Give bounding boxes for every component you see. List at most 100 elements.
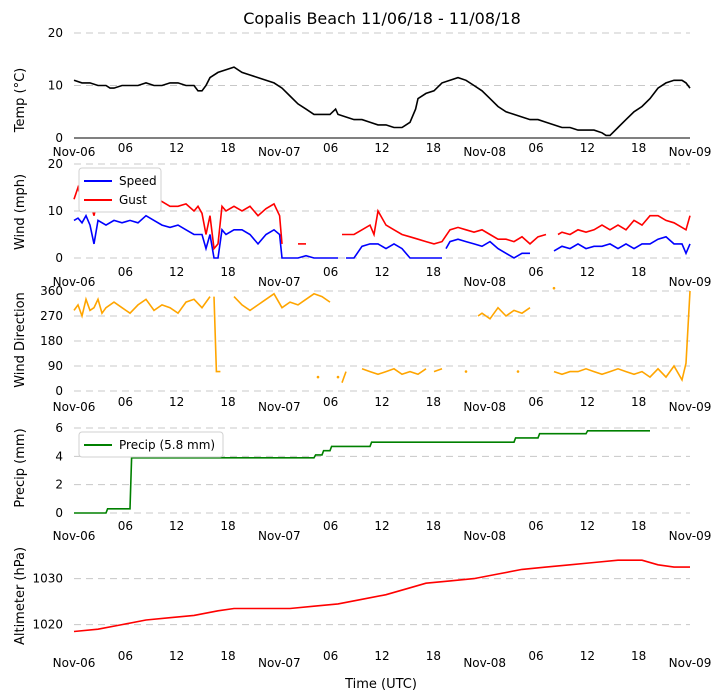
x-tick-label-wind: Nov-08 — [463, 275, 506, 289]
x-tick-label-alt: 18 — [220, 649, 235, 663]
x-tick-label-wind: Nov-06 — [53, 275, 96, 289]
x-tick-label-dir: Nov-06 — [53, 400, 96, 414]
x-tick-label-alt: Nov-06 — [53, 656, 96, 670]
x-tick-label-dir: Nov-08 — [463, 400, 506, 414]
x-tick-label-wind: 18 — [631, 265, 646, 279]
x-tick-label-temp: 12 — [374, 141, 389, 155]
series-line-dir-direction — [73, 296, 211, 319]
x-tick-label-precip: 18 — [220, 519, 235, 533]
x-tick-label-precip: Nov-06 — [53, 529, 96, 543]
series-line-dir-direction — [341, 371, 347, 383]
y-tick-label-wind: 10 — [48, 204, 63, 218]
x-tick-label-dir: 12 — [169, 395, 184, 409]
x-tick-label-alt: 12 — [374, 649, 389, 663]
x-tick-label-temp: 12 — [580, 141, 595, 155]
series-line-wind-speed — [346, 242, 442, 259]
x-tick-label-precip: 06 — [118, 519, 133, 533]
series-line-dir-direction — [553, 290, 691, 383]
series-line-wind-speed — [553, 235, 691, 256]
legend-label-precip: Precip (5.8 mm) — [119, 438, 215, 452]
x-tick-label-alt: Nov-09 — [669, 656, 712, 670]
y-tick-label-dir: 360 — [40, 284, 63, 298]
x-tick-label-dir: 18 — [631, 395, 646, 409]
y-tick-label-precip: 4 — [55, 449, 63, 463]
x-tick-label-temp: Nov-07 — [258, 145, 301, 159]
x-tick-label-alt: 18 — [631, 649, 646, 663]
y-tick-label-temp: 20 — [48, 26, 63, 40]
series-dot-dir — [336, 375, 340, 379]
x-tick-label-alt: 06 — [323, 649, 338, 663]
y-tick-label-temp: 10 — [48, 79, 63, 93]
x-tick-label-dir: 18 — [426, 395, 441, 409]
x-tick-label-wind: 06 — [118, 265, 133, 279]
legend-label-wind: Gust — [119, 193, 147, 207]
series-line-wind-gust — [342, 208, 547, 245]
x-tick-label-dir: 06 — [323, 395, 338, 409]
x-tick-label-precip: 12 — [169, 519, 184, 533]
x-tick-label-temp: 18 — [631, 141, 646, 155]
chart-title: Copalis Beach 11/06/18 - 11/08/18 — [243, 9, 521, 28]
x-tick-label-wind: 12 — [580, 265, 595, 279]
series-line-dir-direction — [433, 368, 443, 373]
y-tick-label-dir: 90 — [48, 359, 63, 373]
x-tick-label-alt: 06 — [528, 649, 543, 663]
y-tick-label-dir: 180 — [40, 334, 63, 348]
x-tick-label-temp: 18 — [220, 141, 235, 155]
y-tick-label-precip: 0 — [55, 506, 63, 520]
series-line-alt-altimeter — [73, 559, 690, 633]
x-tick-label-alt: 12 — [580, 649, 595, 663]
series-line-wind-speed — [73, 213, 338, 259]
x-tick-label-dir: 06 — [528, 395, 543, 409]
x-tick-label-wind: 06 — [528, 265, 543, 279]
series-line-wind-speed — [445, 238, 530, 259]
x-tick-label-precip: Nov-08 — [463, 529, 506, 543]
y-tick-label-wind: 20 — [48, 157, 63, 171]
y-tick-label-precip: 2 — [55, 478, 63, 492]
panel-dir: 0 90 180 270 360 Wind Direction Nov-06 06 12 18 No… — [13, 284, 711, 414]
x-tick-label-dir: Nov-09 — [669, 400, 712, 414]
x-tick-label-dir: Nov-07 — [258, 400, 301, 414]
x-tick-label-temp: 06 — [323, 141, 338, 155]
x-tick-label-temp: 06 — [118, 141, 133, 155]
series-dot-dir — [516, 370, 520, 373]
x-tick-label-wind: 12 — [374, 265, 389, 279]
series-line-precip-precip-5-8-mm- — [74, 430, 650, 514]
legend-label-wind: Speed — [119, 174, 157, 188]
panel-precip: 0 2 4 6 Precip (mm) Nov-06 06 12 18 Nov-07 06 12 18 N… — [13, 421, 711, 543]
y-axis-label-wind: Wind (mph) — [13, 174, 28, 250]
panel-temp: 0 10 20 Temp (°C) Nov-06 06 12 18 Nov-07 06 12 18 No… — [13, 26, 711, 159]
series-line-dir-direction — [477, 306, 531, 320]
y-tick-label-wind: 0 — [55, 251, 63, 265]
x-axis-label: Time (UTC) — [344, 677, 417, 692]
y-axis-label-precip: Precip (mm) — [13, 428, 28, 507]
y-tick-label-precip: 6 — [55, 421, 63, 435]
x-tick-label-wind: 12 — [169, 265, 184, 279]
series-dot-dir — [316, 375, 320, 379]
x-tick-label-temp: 06 — [528, 141, 543, 155]
x-tick-label-precip: 18 — [426, 519, 441, 533]
y-axis-label-dir: Wind Direction — [13, 292, 28, 388]
x-tick-label-alt: Nov-07 — [258, 656, 301, 670]
x-tick-label-wind: 18 — [220, 265, 235, 279]
x-tick-label-temp: Nov-06 — [53, 145, 96, 159]
x-tick-label-wind: Nov-07 — [258, 275, 301, 289]
x-tick-label-temp: Nov-08 — [463, 145, 506, 159]
x-tick-label-precip: Nov-09 — [669, 529, 712, 543]
x-tick-label-temp: 18 — [426, 141, 441, 155]
series-line-dir-direction — [213, 296, 221, 373]
series-line-dir-direction — [233, 292, 331, 312]
x-tick-label-alt: 12 — [169, 649, 184, 663]
x-tick-label-alt: 18 — [426, 649, 441, 663]
y-tick-label-dir: 270 — [40, 309, 63, 323]
series-line-wind-gust — [557, 214, 691, 236]
x-tick-label-precip: 06 — [323, 519, 338, 533]
x-tick-label-temp: 12 — [169, 141, 184, 155]
y-tick-label-alt: 1030 — [32, 572, 63, 586]
series-dot-dir — [552, 286, 556, 290]
x-tick-label-wind: 18 — [426, 265, 441, 279]
x-tick-label-alt: 06 — [118, 649, 133, 663]
x-tick-label-wind: Nov-09 — [669, 275, 712, 289]
series-line-dir-direction — [361, 367, 427, 376]
x-tick-label-precip: Nov-07 — [258, 529, 301, 543]
x-tick-label-precip: 12 — [374, 519, 389, 533]
